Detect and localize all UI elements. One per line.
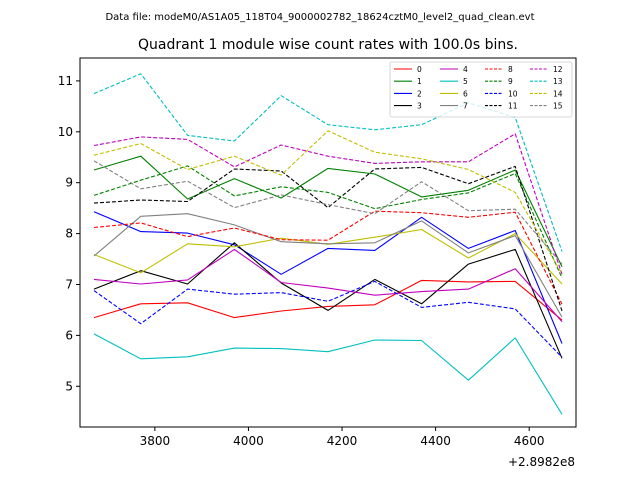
y-tick-label: 5 xyxy=(65,379,73,393)
plot-frame xyxy=(79,57,577,428)
legend-label-9: 9 xyxy=(508,77,513,86)
legend-label-4: 4 xyxy=(463,65,468,74)
x-tick-label: 4200 xyxy=(327,434,358,448)
x-axis: 3800 4000 4200 4400 4600 xyxy=(140,427,545,448)
plot-area xyxy=(93,73,563,415)
legend-label-13: 13 xyxy=(553,77,563,86)
legend-box xyxy=(389,61,573,118)
x-tick-label: 4000 xyxy=(233,434,264,448)
legend-label-7: 7 xyxy=(463,102,468,111)
legend-label-2: 2 xyxy=(417,89,422,98)
legend-label-3: 3 xyxy=(417,102,422,111)
series-line-9 xyxy=(93,165,563,279)
legend-label-5: 5 xyxy=(463,77,468,86)
series-line-3 xyxy=(93,242,563,359)
series-line-4 xyxy=(93,248,563,322)
y-tick-label: 9 xyxy=(65,176,73,190)
series-line-7 xyxy=(93,213,563,318)
y-axis: 5 6 7 8 9 10 11 xyxy=(58,74,80,393)
legend-label-14: 14 xyxy=(553,89,563,98)
legend-label-1: 1 xyxy=(417,77,422,86)
series-line-15 xyxy=(93,160,563,265)
x-tick-label: 3800 xyxy=(140,434,171,448)
legend-label-15: 15 xyxy=(553,102,563,111)
y-tick-label: 6 xyxy=(65,328,73,342)
x-offset-label: +2.8982e8 xyxy=(508,455,575,469)
chart-title: Quadrant 1 module wise count rates with … xyxy=(138,37,518,53)
legend-label-11: 11 xyxy=(508,102,518,111)
series-line-0 xyxy=(93,279,563,321)
y-tick-label: 11 xyxy=(58,74,73,88)
legend-label-10: 10 xyxy=(508,89,518,98)
figure-suptitle: Data file: modeM0/AS1A05_118T04_90000027… xyxy=(105,12,534,23)
x-tick-label: 4600 xyxy=(514,434,545,448)
y-tick-label: 7 xyxy=(65,277,73,291)
series-line-8 xyxy=(93,210,563,305)
series-line-1 xyxy=(93,155,563,267)
series-line-12 xyxy=(93,133,563,275)
series-line-10 xyxy=(93,280,563,358)
y-tick-label: 8 xyxy=(65,227,73,241)
legend-label-12: 12 xyxy=(553,65,563,74)
series-line-11 xyxy=(93,165,563,312)
legend-label-8: 8 xyxy=(508,65,513,74)
legend-label-0: 0 xyxy=(417,65,422,74)
x-tick-label: 4400 xyxy=(420,434,451,448)
y-tick-label: 10 xyxy=(58,125,73,139)
legend-label-6: 6 xyxy=(463,89,468,98)
series-line-5 xyxy=(93,333,563,415)
series-line-14 xyxy=(93,130,563,275)
